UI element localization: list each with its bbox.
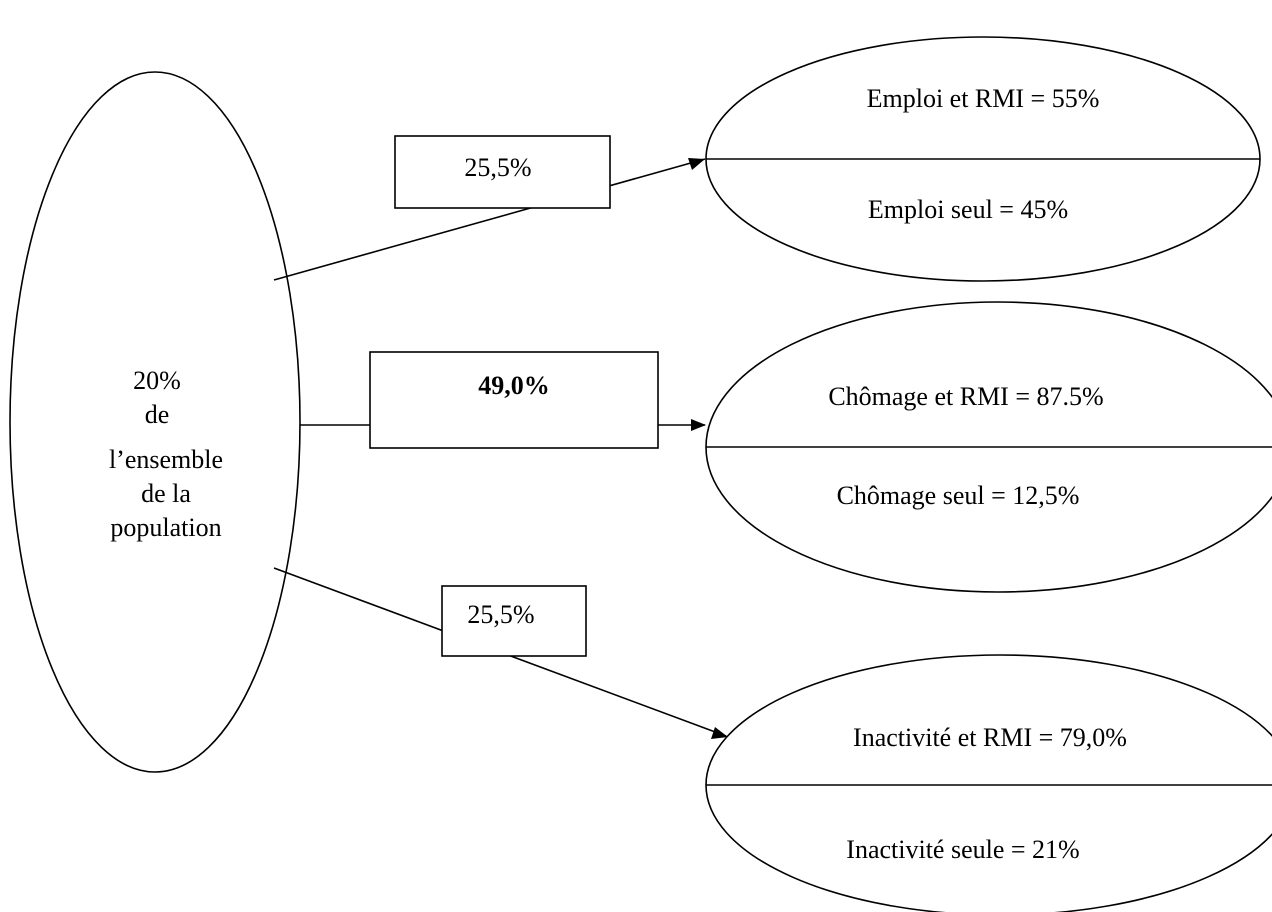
- branch-chomage: 49,0% Chômage et RMI = 87.5% Chômage seu…: [300, 301, 1272, 593]
- source-line-4: de la: [141, 479, 191, 508]
- source-line-3: l’ensemble: [109, 445, 223, 474]
- outcome-top-label-inactivite: Inactivité et RMI = 79,0%: [853, 723, 1127, 752]
- source-node: 20% de l’ensemble de la population: [9, 71, 301, 773]
- rate-box-inactivite: [441, 585, 587, 657]
- outcome-ellipse-inactivite: [705, 654, 1272, 912]
- arrowhead-icon: [691, 419, 706, 431]
- source-line-2: de: [145, 400, 170, 429]
- outcome-top-label-chomage: Chômage et RMI = 87.5%: [828, 382, 1103, 411]
- branch-emploi: 25,5% Emploi et RMI = 55% Emploi seul = …: [273, 36, 1261, 282]
- connector-line: [273, 158, 706, 281]
- rate-label-inactivite: 25,5%: [467, 600, 534, 629]
- arrowhead-icon: [688, 158, 705, 170]
- rate-label-emploi: 25,5%: [464, 153, 531, 182]
- source-line-5: population: [110, 513, 221, 542]
- outcome-top-label-emploi: Emploi et RMI = 55%: [867, 84, 1100, 113]
- outcome-bottom-label-emploi: Emploi seul = 45%: [868, 195, 1068, 224]
- source-line-1: 20%: [133, 366, 181, 395]
- rate-box-emploi: [394, 135, 611, 209]
- arrowhead-icon: [711, 727, 728, 739]
- rate-box-chomage: [369, 351, 659, 449]
- source-ellipse: [9, 71, 301, 773]
- rate-label-chomage: 49,0%: [478, 371, 550, 400]
- branch-inactivite: 25,5% Inactivité et RMI = 79,0% Inactivi…: [273, 567, 1272, 912]
- outcome-bottom-label-inactivite: Inactivité seule = 21%: [846, 835, 1079, 864]
- outcome-bottom-label-chomage: Chômage seul = 12,5%: [837, 481, 1080, 510]
